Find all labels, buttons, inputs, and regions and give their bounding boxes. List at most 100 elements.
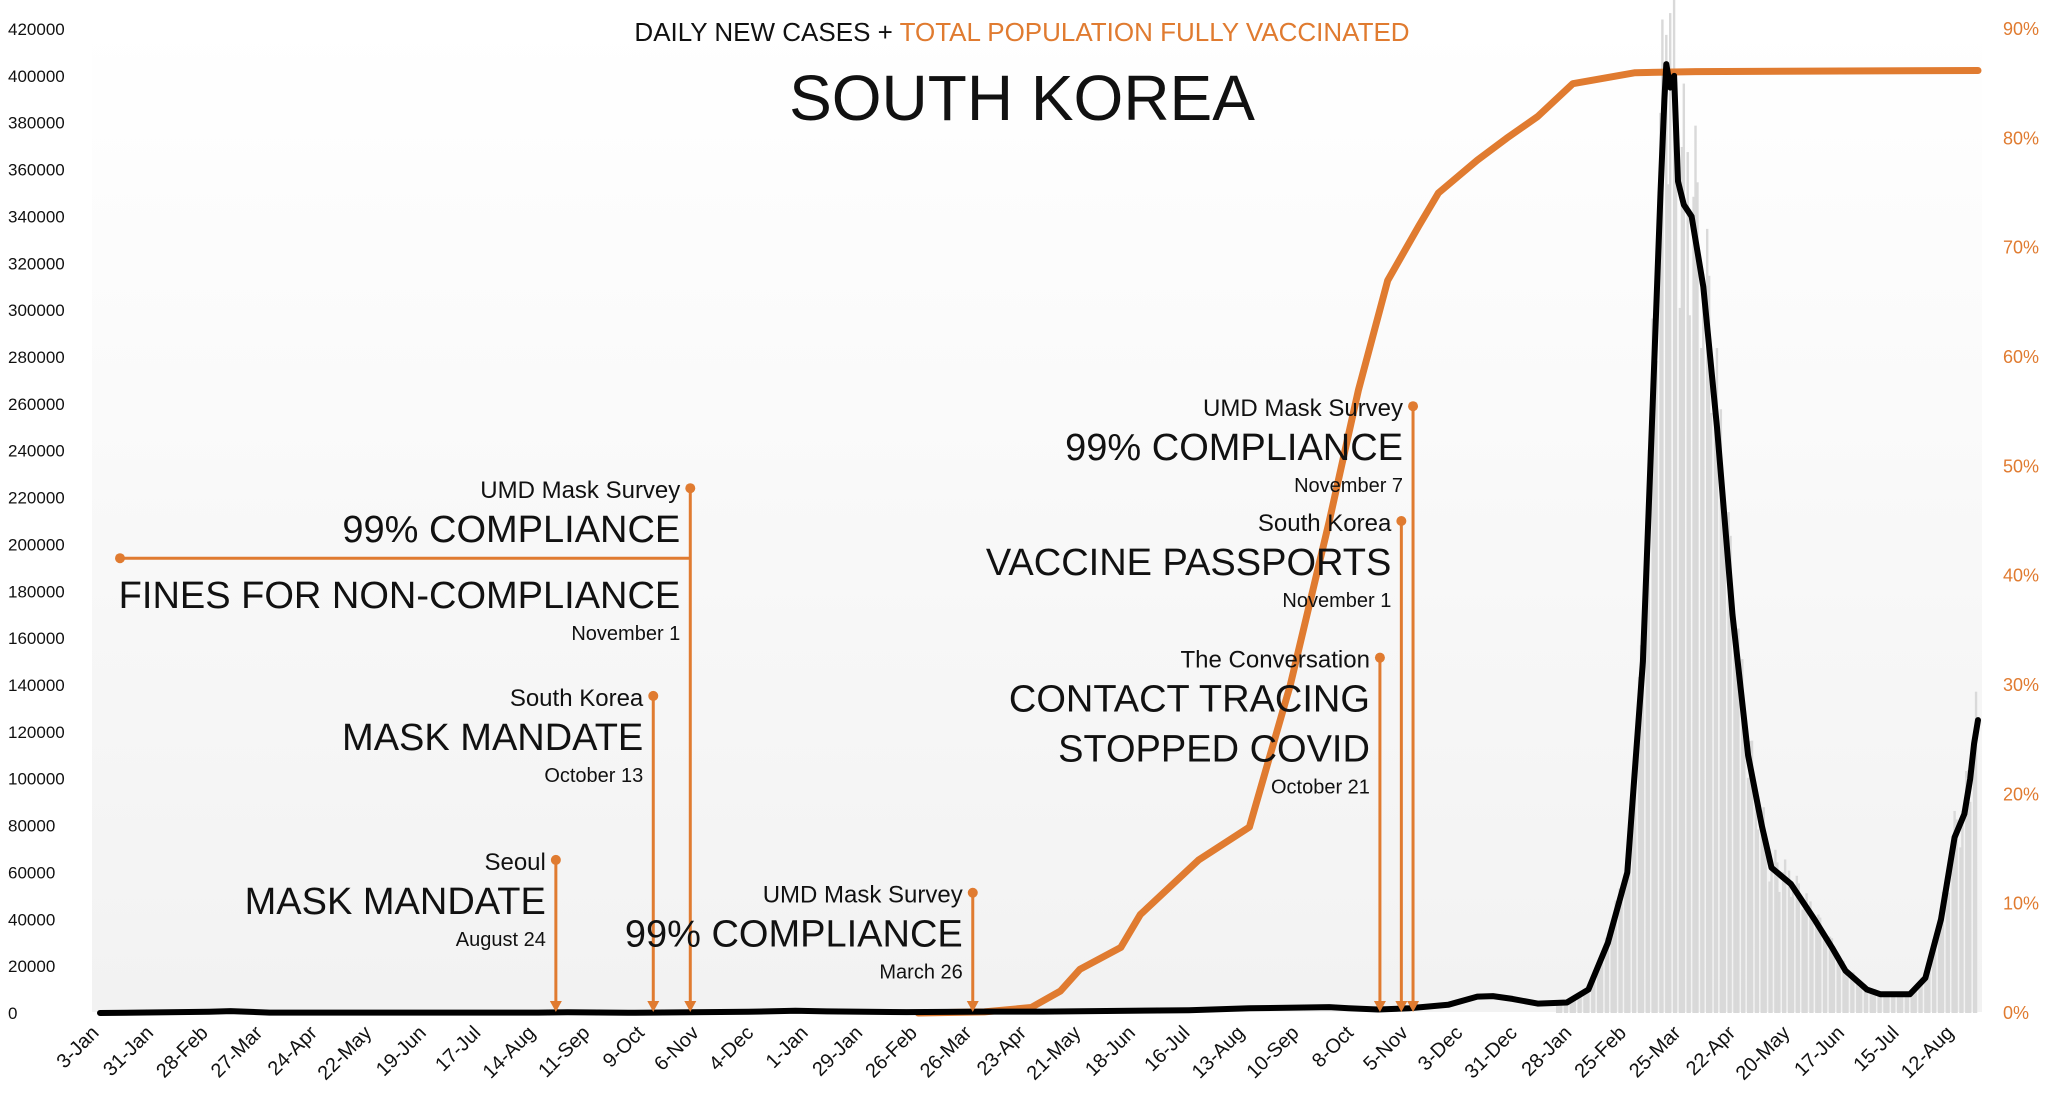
case-bar (1883, 993, 1886, 1013)
annotation-2: South Korea MASK MANDATE October 13 (342, 685, 660, 1012)
case-bar (1830, 938, 1834, 1013)
case-bar (1585, 989, 1588, 1013)
case-bar (1674, 81, 1678, 1013)
x-tick-label: 25-Feb (1571, 1022, 1631, 1082)
x-tick-label: 26-Feb (861, 1022, 921, 1082)
case-bar (1832, 950, 1836, 1013)
case-bar (1577, 997, 1580, 1013)
annotation-date: November 1 (1282, 590, 1391, 612)
y-left-tick-label: 420000 (8, 20, 65, 39)
x-tick-label: 22-Apr (1682, 1022, 1740, 1080)
case-bar (1920, 977, 1923, 1013)
x-tick-label: 12-Aug (1897, 1022, 1958, 1083)
case-bar (1778, 891, 1781, 1013)
x-tick-label: 17-Jul (431, 1022, 485, 1076)
cases-series-line (97, 61, 1981, 1016)
case-bar (1694, 125, 1697, 1013)
annotation-source: Seoul (484, 849, 545, 876)
annotation-date: March 26 (879, 962, 962, 984)
case-bar (1707, 275, 1711, 1013)
annotation-headline: CONTACT TRACING (1009, 679, 1370, 721)
case-bars (1556, 0, 1978, 1014)
x-tick-label: 27-Mar (207, 1022, 268, 1083)
case-bar (1557, 1001, 1561, 1013)
case-bar (1939, 911, 1943, 1013)
case-bar (1959, 847, 1962, 1013)
annotation-date: October 13 (544, 765, 643, 787)
x-tick-label: 17-Jun (1790, 1022, 1849, 1081)
case-bar (1914, 989, 1917, 1013)
case-bar (1667, 184, 1670, 1013)
case-bar (1672, 0, 1676, 1014)
annotation-headline: VACCINE PASSPORTS (986, 542, 1391, 584)
case-bar (1850, 972, 1853, 1013)
annotation-date: November 7 (1294, 475, 1403, 497)
chart-title: SOUTH KOREA (789, 62, 1255, 134)
case-bar (1624, 880, 1627, 1013)
case-bar (1805, 893, 1808, 1013)
case-bar (1696, 182, 1699, 1014)
annotation-headline: MASK MANDATE (245, 881, 546, 923)
case-bar (1661, 19, 1664, 1014)
y-left-tick-label: 280000 (8, 348, 65, 367)
case-bar (1945, 877, 1949, 1013)
annotation-date: October 21 (1271, 777, 1370, 799)
case-bar (1653, 346, 1656, 1014)
case-bar (1573, 997, 1576, 1013)
case-bar (1815, 925, 1818, 1013)
x-tick-label: 10-Sep (1242, 1022, 1303, 1083)
annotation-1: Seoul MASK MANDATE August 24 (245, 849, 562, 1012)
case-bar (1750, 740, 1754, 1013)
case-bar (1822, 936, 1826, 1013)
case-bar (1746, 777, 1750, 1013)
case-bar (1682, 83, 1686, 1013)
case-bar (1844, 969, 1847, 1013)
x-tick-label: 24-Apr (264, 1022, 322, 1080)
case-bar (1924, 977, 1927, 1013)
annotation-source: UMD Mask Survey (1203, 395, 1403, 422)
x-tick-label: 20-May (1732, 1022, 1795, 1085)
case-bar (1869, 993, 1873, 1013)
case-bar (1918, 980, 1921, 1013)
case-bar (1721, 520, 1724, 1013)
case-bar (1764, 833, 1767, 1013)
x-tick-label: 23-Apr (973, 1022, 1031, 1080)
x-tick-label: 9-Oct (599, 1022, 649, 1072)
y-left-tick-label: 260000 (8, 395, 65, 414)
case-bar (1727, 512, 1730, 1013)
case-bar (1857, 987, 1861, 1013)
case-bar (1893, 994, 1896, 1013)
y-right-tick-label: 30% (2003, 675, 2039, 695)
x-tick-label: 1-Jan (762, 1022, 813, 1073)
x-tick-label: 3-Jan (53, 1022, 104, 1073)
annotation-4: UMD Mask Survey 99% COMPLIANCE March 26 (625, 882, 979, 1012)
case-bar (1951, 838, 1954, 1013)
case-bar (1900, 995, 1904, 1013)
case-bar (1631, 803, 1635, 1013)
x-tick-label: 11-Sep (534, 1022, 594, 1082)
case-bar (1783, 859, 1787, 1013)
annotation-date: August 24 (456, 929, 546, 951)
x-tick-label: 25-Mar (1625, 1022, 1686, 1083)
y-left-tick-label: 140000 (8, 676, 65, 695)
y-right-tick-label: 40% (2003, 566, 2039, 586)
case-bar (1680, 146, 1684, 1013)
case-bar (1877, 991, 1880, 1013)
case-bar (1587, 992, 1590, 1013)
case-bar (1969, 801, 1972, 1013)
annotation-date: November 1 (571, 623, 680, 645)
y-right-tick-label: 60% (2003, 347, 2039, 367)
case-bar (1781, 872, 1785, 1013)
case-bar (1743, 718, 1746, 1013)
case-bar (1569, 998, 1573, 1013)
case-bar (1665, 34, 1668, 1013)
case-bar (1842, 960, 1845, 1013)
y-axis-left: 0 20000 40000 60000 80000 100000 120000 140000 1… (8, 20, 65, 1023)
case-bar (1879, 996, 1882, 1013)
case-bar (1795, 875, 1799, 1013)
case-bar (1733, 639, 1736, 1013)
case-bar (1715, 348, 1719, 1014)
case-bar (1719, 409, 1723, 1014)
case-bar (1797, 883, 1800, 1013)
chart-supertitle: DAILY NEW CASES + TOTAL POPULATION FULLY… (634, 17, 1409, 47)
